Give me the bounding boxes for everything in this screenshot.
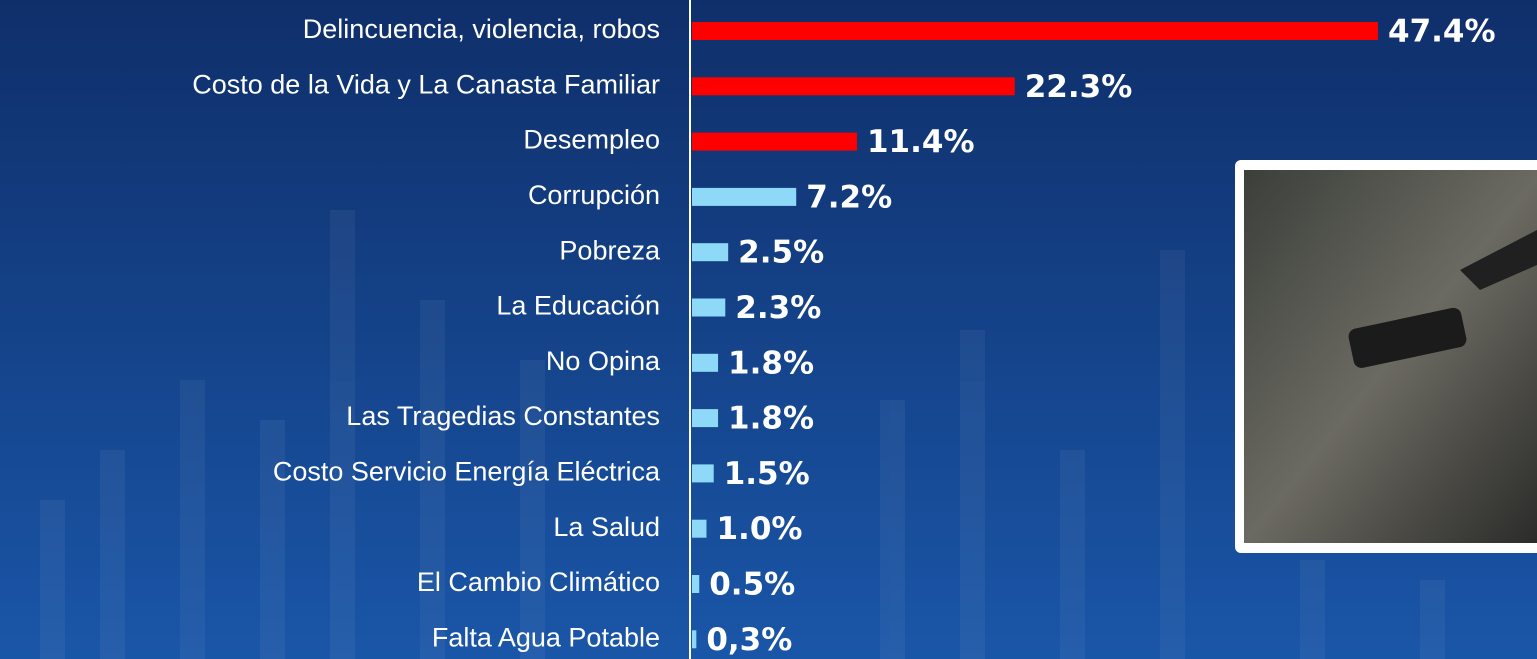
photo <box>1235 160 1537 553</box>
bar <box>692 77 1015 96</box>
category-label: Costo Servicio Energía Eléctrica <box>273 457 661 487</box>
background-decoration <box>40 210 1445 659</box>
bar <box>692 353 719 372</box>
value-label: 1.0% <box>716 511 802 547</box>
value-label: 1.8% <box>728 401 814 437</box>
bar <box>692 132 857 151</box>
category-label: Costo de la Vida y La Canasta Familiar <box>192 69 660 99</box>
value-label: 0.5% <box>709 567 795 603</box>
bars: Delincuencia, violencia, robos 47.4% Costo… <box>192 14 1495 658</box>
category-label: Delincuencia, violencia, robos <box>303 14 660 44</box>
bar <box>692 409 719 428</box>
category-label: Falta Agua Potable <box>432 622 660 652</box>
bar <box>692 464 714 483</box>
value-label: 0,3% <box>706 622 792 658</box>
value-label: 1.8% <box>728 345 814 381</box>
value-label: 1.5% <box>724 456 810 492</box>
bar <box>692 243 729 262</box>
value-label: 2.3% <box>735 290 821 326</box>
bar <box>692 575 700 593</box>
category-label: La Salud <box>553 512 660 542</box>
category-label: No Opina <box>546 346 661 376</box>
category-label: Corrupción <box>528 180 660 210</box>
category-label: Desempleo <box>523 125 660 155</box>
bar <box>692 22 1378 40</box>
value-label: 2.5% <box>738 235 824 271</box>
bar <box>692 298 726 317</box>
bar <box>692 519 707 538</box>
category-label: La Educación <box>496 291 660 321</box>
bar <box>692 630 697 649</box>
value-label: 11.4% <box>867 124 975 160</box>
bar <box>692 187 797 206</box>
value-label: 22.3% <box>1025 69 1133 105</box>
category-label: El Cambio Climático <box>417 567 660 597</box>
category-label: Pobreza <box>559 235 661 265</box>
category-label: Las Tragedias Constantes <box>346 401 660 431</box>
value-label: 7.2% <box>806 179 892 215</box>
value-label: 47.4% <box>1388 14 1496 50</box>
